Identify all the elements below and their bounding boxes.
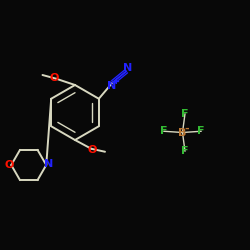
Text: F: F — [181, 146, 189, 156]
Text: N: N — [107, 80, 116, 90]
Text: O: O — [50, 73, 59, 83]
Text: -: - — [185, 124, 189, 134]
Text: N: N — [44, 159, 54, 169]
Text: N: N — [123, 63, 132, 73]
Text: B: B — [178, 128, 187, 138]
Text: F: F — [181, 109, 189, 119]
Text: O: O — [88, 145, 97, 155]
Text: +: + — [112, 77, 119, 86]
Text: F: F — [198, 126, 205, 136]
Text: O: O — [4, 160, 14, 170]
Text: F: F — [160, 126, 168, 136]
